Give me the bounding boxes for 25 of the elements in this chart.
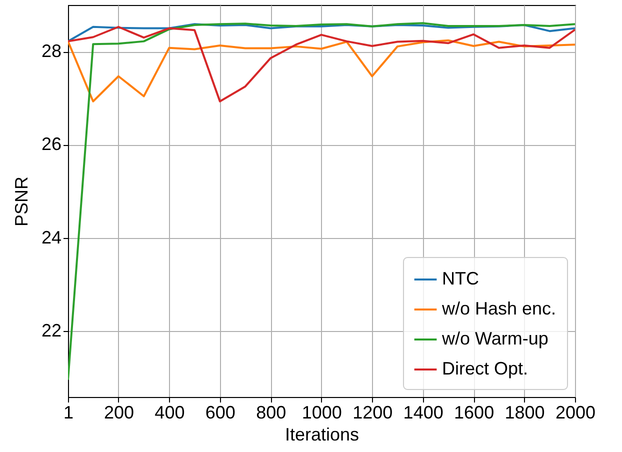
x-axis-title: Iterations [284, 424, 360, 444]
y-tick-label: 22 [41, 320, 62, 340]
x-tick-label: 200 [104, 402, 134, 422]
x-tick-label: 1000 [302, 402, 342, 422]
y-tick-label: 24 [41, 227, 62, 248]
x-tick-label: 1 [63, 402, 74, 422]
line-series [68, 23, 575, 42]
legend-label: NTC [442, 268, 479, 288]
legend-label: w/o Hash enc. [441, 298, 556, 318]
x-tick-label: 2000 [555, 402, 596, 422]
y-tick-label: 28 [41, 41, 62, 62]
legend-label: w/o Warm-up [441, 328, 548, 348]
legend-label: Direct Opt. [442, 358, 528, 378]
y-tick-label: 26 [41, 134, 62, 154]
x-tick-label: 1600 [454, 402, 494, 422]
x-tick-label: 800 [256, 402, 286, 422]
y-axis-title: PSNR [11, 176, 32, 227]
x-tick-label: 1400 [403, 402, 444, 422]
line-series [68, 39, 575, 102]
line-series [68, 22, 575, 381]
x-tick-label: 400 [154, 402, 185, 422]
x-tick-label: 600 [205, 402, 236, 422]
x-tick-label: 1800 [504, 402, 545, 422]
line-series [68, 26, 575, 102]
x-tick-label: 1200 [352, 402, 393, 422]
